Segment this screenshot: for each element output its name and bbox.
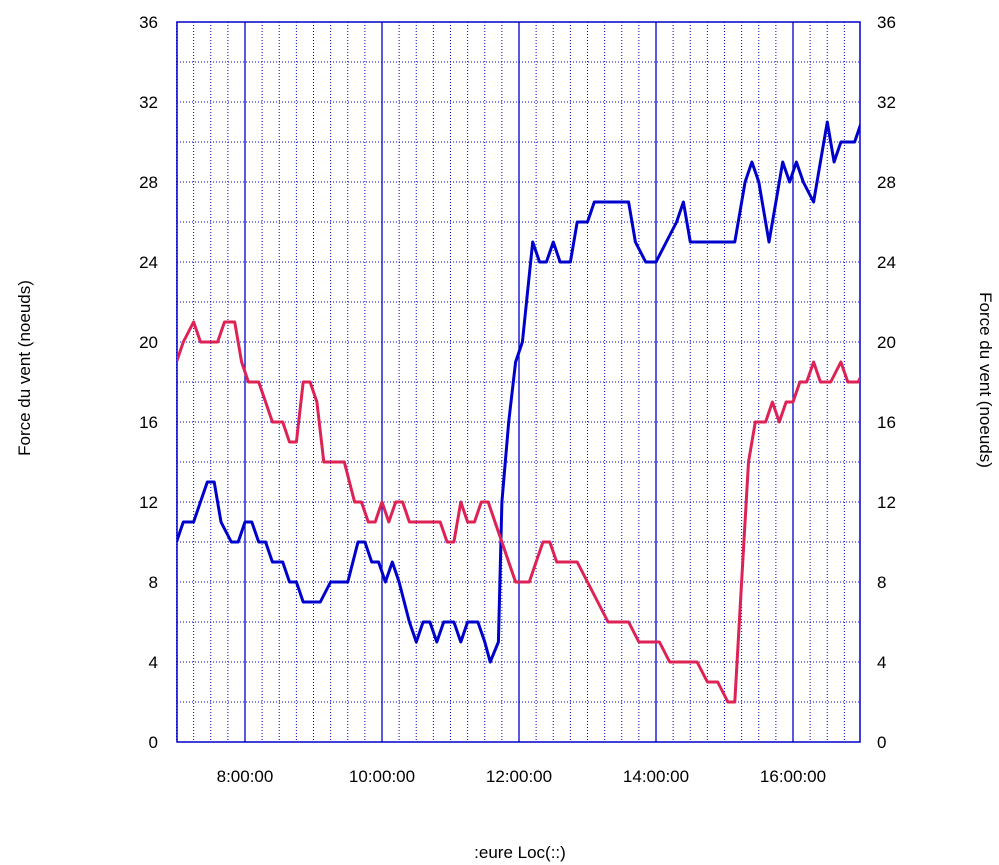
series-line-red — [177, 320, 860, 704]
y-tick-label-left: 8 — [149, 573, 158, 592]
x-tick-label: 14:00:00 — [623, 767, 689, 786]
y-tick-label-right: 28 — [877, 173, 896, 192]
chart-series-group — [177, 120, 860, 704]
y-tick-label-right: 16 — [877, 413, 896, 432]
y-tick-label-left: 0 — [149, 733, 158, 752]
y-tick-label-left: 36 — [139, 13, 158, 32]
y-tick-label-right: 24 — [877, 253, 896, 272]
chart-grid — [176, 21, 860, 743]
y-axis-right-label: Force du vent (noeuds) — [976, 292, 995, 468]
y-tick-label-left: 12 — [139, 493, 158, 512]
x-tick-label: 12:00:00 — [486, 767, 552, 786]
y-tick-label-left: 16 — [139, 413, 158, 432]
y-tick-label-right: 32 — [877, 93, 896, 112]
chart-tick-labels: 0 0 4 4 8 8 12 12 16 16 20 20 24 24 28 28 32 32 36 36 8:00:0… — [139, 13, 896, 786]
y-tick-label-left: 4 — [149, 653, 158, 672]
x-axis-label: :eure Loc(::) — [474, 843, 566, 862]
y-tick-label-left: 32 — [139, 93, 158, 112]
y-tick-label-right: 12 — [877, 493, 896, 512]
x-tick-label: 10:00:00 — [349, 767, 415, 786]
y-tick-label-left: 24 — [139, 253, 158, 272]
series-line-blue — [177, 120, 860, 664]
y-tick-label-right: 0 — [877, 733, 886, 752]
x-tick-label: 8:00:00 — [217, 767, 274, 786]
y-tick-label-left: 28 — [139, 173, 158, 192]
x-tick-label: 16:00:00 — [760, 767, 826, 786]
y-tick-label-right: 20 — [877, 333, 896, 352]
y-tick-label-right: 36 — [877, 13, 896, 32]
y-tick-label-left: 20 — [139, 333, 158, 352]
y-axis-left-label: Force du vent (noeuds) — [15, 280, 34, 456]
plot-area-frame — [176, 21, 861, 743]
y-tick-label-right: 4 — [877, 653, 886, 672]
y-tick-label-right: 8 — [877, 573, 886, 592]
